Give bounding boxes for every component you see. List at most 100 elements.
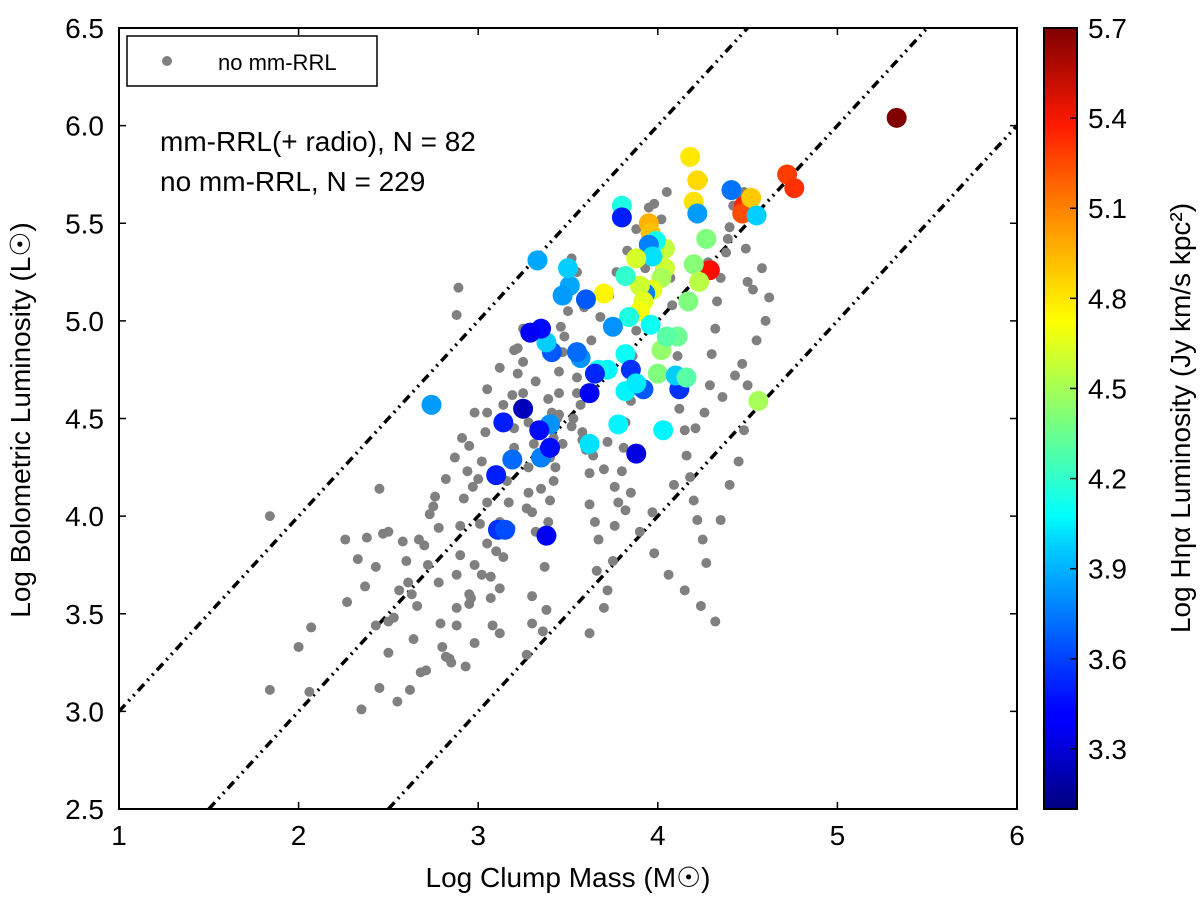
no-mm-rrl-point	[595, 311, 606, 322]
no-mm-rrl-point	[647, 507, 658, 518]
no-mm-rrl-point	[559, 331, 570, 342]
mm-rrl-point	[647, 363, 668, 384]
no-mm-rrl-point	[494, 362, 505, 373]
no-mm-rrl-point	[631, 224, 642, 235]
no-mm-rrl-point	[435, 618, 446, 629]
no-mm-rrl-point	[408, 634, 419, 645]
no-mm-rrl-point	[715, 515, 726, 526]
mm-rrl-point	[619, 306, 640, 327]
no-mm-rrl-point	[649, 548, 660, 559]
no-mm-rrl-point	[412, 600, 423, 611]
no-mm-rrl-point	[361, 532, 372, 543]
y-tick-label: 6.5	[65, 13, 104, 44]
no-mm-rrl-point	[485, 571, 496, 582]
mm-rrl-point	[552, 285, 573, 306]
no-mm-rrl-point	[527, 591, 538, 602]
mm-rrl-point	[680, 146, 701, 167]
mm-rrl-point	[626, 443, 647, 464]
no-mm-rrl-point	[737, 358, 748, 369]
no-mm-rrl-point	[563, 306, 573, 317]
no-mm-rrl-point	[482, 407, 493, 418]
no-mm-rrl-point	[304, 686, 315, 697]
no-mm-rrl-point	[537, 626, 548, 637]
colorbar-tick-label: 3.9	[1088, 554, 1127, 585]
mm-rrl-point	[676, 367, 697, 388]
mm-rrl-point	[696, 228, 717, 249]
mm-rrl-point	[495, 519, 516, 540]
no-mm-rrl-point	[740, 243, 751, 254]
no-mm-rrl-point	[699, 407, 710, 418]
no-mm-rrl-point	[685, 472, 696, 483]
no-mm-rrl-point	[433, 522, 444, 533]
mm-rrl-point	[626, 373, 647, 394]
no-mm-rrl-point	[469, 407, 480, 418]
no-mm-rrl-point	[433, 577, 444, 588]
no-mm-rrl-point	[370, 561, 381, 572]
no-mm-rrl-point	[643, 202, 654, 213]
mm-rrl-point	[527, 250, 548, 271]
no-mm-rrl-point	[518, 356, 529, 367]
no-mm-rrl-point	[424, 509, 435, 520]
no-mm-rrl-point	[469, 559, 480, 570]
no-mm-rrl-point	[747, 284, 758, 295]
no-mm-rrl-point	[428, 501, 439, 512]
guide-line-1	[119, 28, 749, 713]
mm-rrl-point	[529, 420, 550, 441]
mm-rrl-point	[536, 525, 557, 546]
no-mm-rrl-point	[340, 534, 351, 545]
y-tick-label: 4.5	[65, 404, 104, 435]
colorbar-tick-label: 4.5	[1088, 373, 1127, 404]
no-mm-rrl-point	[462, 466, 473, 477]
colorbar-tick-label: 5.4	[1088, 103, 1127, 134]
mm-rrl-point	[784, 178, 805, 199]
mm-rrl-point	[502, 449, 523, 470]
no-mm-rrl-point	[539, 561, 550, 572]
x-tick-label: 4	[650, 820, 666, 851]
no-mm-rrl-point	[494, 628, 505, 639]
no-mm-rrl-point	[404, 684, 415, 695]
no-mm-rrl-point	[494, 583, 505, 594]
no-mm-rrl-point	[453, 282, 464, 293]
legend: no mm-RRL	[126, 35, 378, 87]
no-mm-rrl-point	[464, 440, 475, 451]
no-mm-rrl-point	[446, 657, 457, 668]
no-mm-rrl-point	[482, 497, 493, 508]
no-mm-rrl-point	[760, 315, 771, 326]
y-axis: 2.5 3.0 3.5 4.0 4.5 5.0 5.5 6.0 6.5	[65, 13, 1017, 825]
no-mm-rrl-point	[706, 349, 717, 360]
no-mm-rrl-point	[566, 421, 577, 432]
no-mm-rrl-point	[618, 442, 629, 453]
no-mm-rrl-point	[543, 393, 554, 404]
no-mm-rrl-point	[724, 479, 735, 490]
no-mm-rrl-point	[451, 310, 462, 321]
no-mm-rrl-point	[342, 597, 353, 608]
no-mm-rrl-point	[602, 585, 613, 596]
no-mm-rrl-point	[352, 554, 363, 565]
no-mm-rrl-point	[473, 474, 484, 485]
no-mm-rrl-point	[577, 427, 588, 438]
no-mm-rrl-point	[374, 682, 385, 693]
guide-line-3	[387, 124, 1017, 809]
no-mm-rrl-point	[555, 321, 566, 332]
mm-rrl-point	[579, 433, 600, 454]
no-mm-rrl-point	[469, 638, 480, 649]
colorbar-tick-label: 4.2	[1088, 464, 1127, 495]
mm-rrl-point	[421, 394, 442, 415]
no-mm-rrl-point	[550, 462, 561, 473]
y-tick-label: 5.0	[65, 306, 104, 337]
no-mm-rrl-point	[430, 491, 441, 502]
mm-rrl-point	[615, 265, 636, 286]
no-mm-rrl-point	[536, 483, 547, 494]
no-mm-rrl-point	[394, 585, 405, 596]
no-mm-rrl-point	[413, 534, 424, 545]
mm-rrl-point	[486, 465, 507, 486]
no-mm-rrl-point	[692, 515, 703, 526]
colorbar: 3.3 3.6 3.9 4.2 4.5 4.8 5.1 5.4 5.7 Log Hηα Lumi…	[1043, 13, 1196, 810]
no-mm-rrl-point	[712, 296, 723, 307]
no-mm-rrl-point	[498, 399, 509, 410]
no-mm-rrl-point	[406, 589, 417, 600]
mm-rrl-point	[513, 398, 534, 419]
mm-rrl-point	[584, 363, 605, 384]
no-mm-rrl-point	[528, 438, 539, 449]
no-mm-rrl-point	[672, 351, 683, 362]
